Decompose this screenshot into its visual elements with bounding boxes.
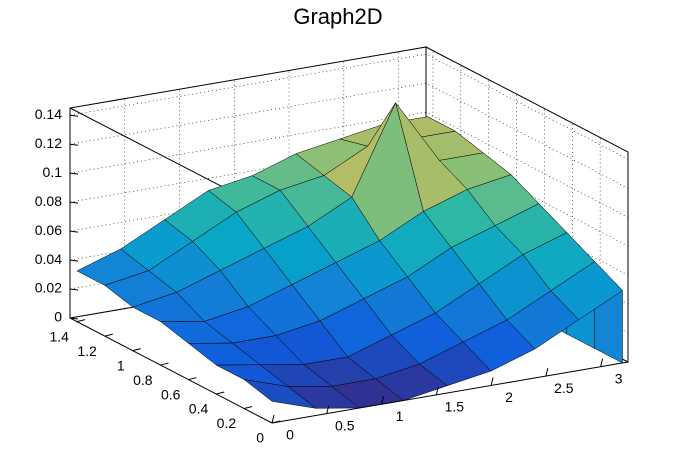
grid-line: [69, 111, 629, 218]
y-tick-label: 1.4: [49, 328, 69, 344]
chart-title: Graph2D: [293, 4, 382, 29]
z-tick: [69, 230, 79, 233]
x-tick-label: 0.5: [335, 417, 355, 433]
z-tick-label: 0.06: [35, 222, 62, 238]
x-tick-label: 3: [615, 370, 623, 386]
grid-line: [69, 53, 629, 160]
z-tick: [69, 172, 79, 175]
y-tick-label: 1.2: [77, 343, 97, 359]
z-tick: [69, 288, 79, 291]
z-tick-label: 0.02: [35, 280, 62, 296]
z-tick-label: 0: [54, 309, 62, 325]
y-tick-label: 0.6: [161, 386, 181, 402]
surface-cell: [243, 379, 317, 409]
z-tick: [69, 201, 79, 204]
y-tick: [104, 333, 113, 337]
grid-line: [69, 140, 629, 247]
y-tick: [244, 406, 253, 410]
z-tick-label: 0.08: [35, 193, 62, 209]
z-tick-label: 0.12: [35, 135, 62, 151]
y-tick-label: 0.8: [133, 372, 153, 388]
x-tick-label: 2: [505, 389, 513, 405]
z-tick: [69, 259, 79, 262]
x-tick: [490, 377, 494, 386]
y-tick: [160, 362, 169, 366]
z-tick-label: 0.04: [35, 251, 62, 267]
y-tick: [76, 319, 86, 323]
y-axis: [69, 317, 273, 424]
x-tick-label: 1: [396, 408, 404, 424]
x-tick-label: 1.5: [445, 399, 465, 415]
x-tick-label: 0: [286, 427, 294, 443]
z-tick: [69, 114, 79, 117]
x-tick-label: 2.5: [554, 380, 574, 396]
y-tick-label: 1: [117, 357, 125, 373]
x-axis: [271, 361, 629, 424]
y-tick-label: 0.4: [189, 401, 209, 417]
y-tick-label: 0: [256, 430, 264, 446]
z-tick-label: 0.14: [35, 106, 62, 122]
grid-line: [69, 82, 629, 189]
y-tick: [188, 377, 197, 381]
y-tick-label: 0.2: [217, 415, 237, 431]
y-tick: [271, 420, 281, 424]
x-tick: [271, 414, 275, 424]
y-tick: [132, 348, 141, 352]
x-tick: [435, 386, 439, 395]
x-tick: [545, 367, 549, 377]
x-tick: [600, 358, 604, 367]
z-tick: [69, 317, 79, 320]
x-tick: [381, 396, 385, 405]
z-tick-label: 0.1: [43, 164, 63, 180]
y-tick: [216, 391, 225, 395]
x-tick: [326, 405, 330, 414]
z-tick: [69, 143, 79, 146]
